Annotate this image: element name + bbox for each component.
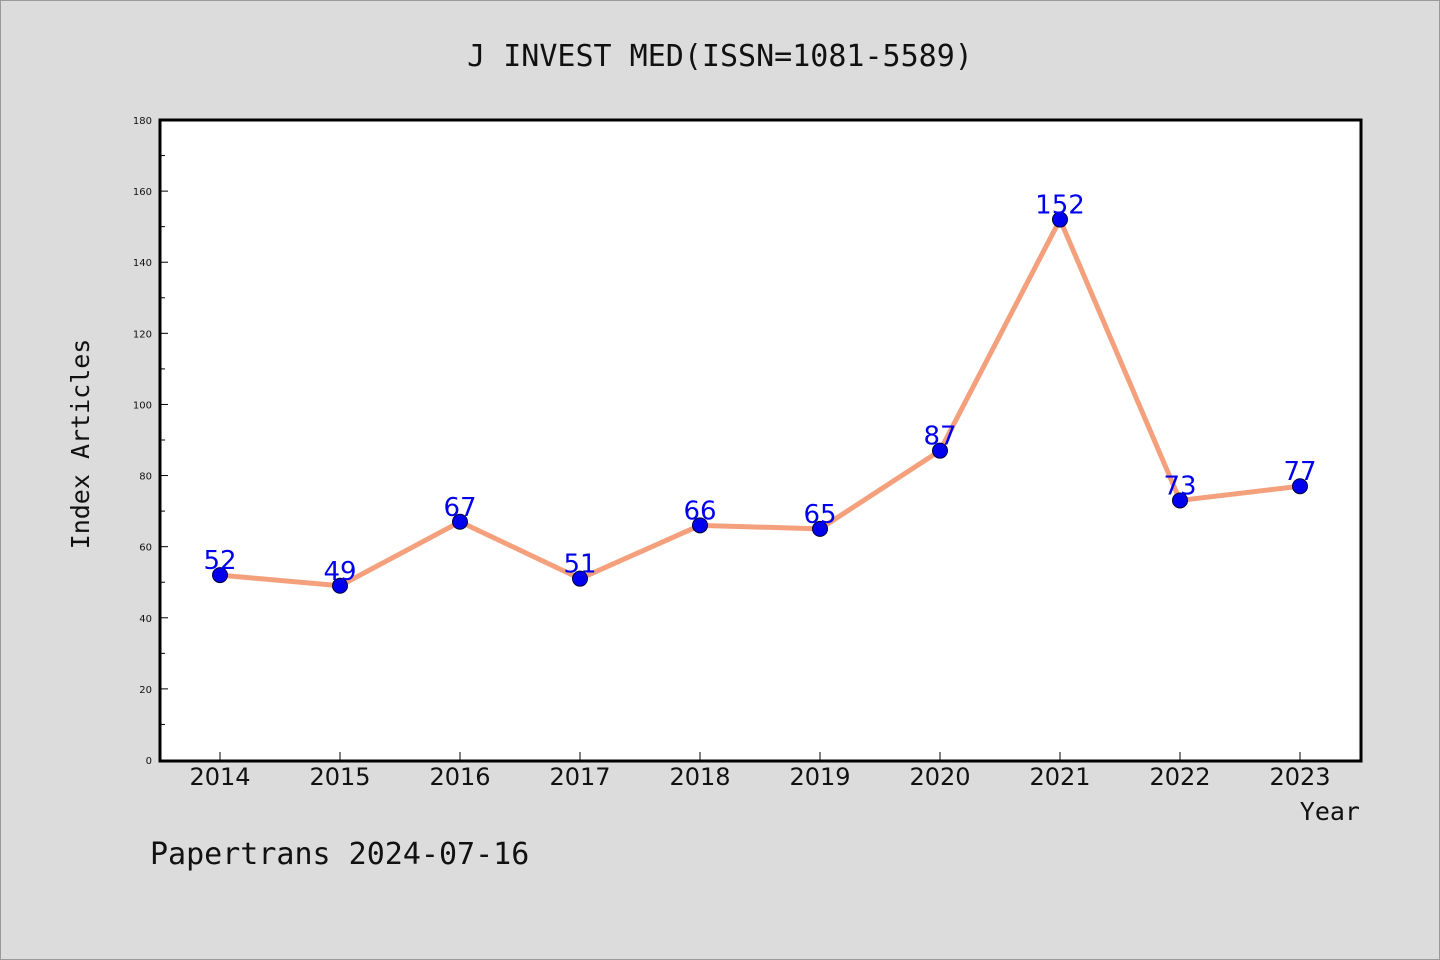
- data-point: [212, 567, 228, 584]
- x-tick-label: 2022: [1149, 763, 1210, 791]
- x-tick-label: 2023: [1269, 763, 1330, 791]
- x-tick-label: 2018: [669, 763, 730, 791]
- data-point: [692, 517, 708, 534]
- data-label: 87: [923, 422, 956, 452]
- data-point: [812, 520, 828, 537]
- data-label: 67: [443, 493, 476, 523]
- data-point: [1172, 492, 1188, 509]
- plot-area: [158, 118, 1363, 763]
- data-point: [452, 513, 468, 530]
- data-label: 49: [323, 557, 356, 587]
- x-tick-label: 2016: [429, 763, 490, 791]
- y-tick-label: 160: [133, 187, 152, 198]
- x-tick-label: 2020: [909, 763, 970, 791]
- x-axis-title: Year: [1300, 797, 1360, 826]
- x-tick-label: 2019: [789, 763, 850, 791]
- data-point: [332, 577, 348, 594]
- data-label: 73: [1163, 471, 1196, 501]
- series-line: [217, 217, 1303, 589]
- x-axis: 2014 2015 2016 2017 2018 2019 2020 2021 2022 2023: [189, 752, 1331, 791]
- data-point: [1052, 211, 1068, 228]
- y-tick-label: 0: [146, 756, 152, 767]
- data-point: [932, 442, 948, 459]
- x-tick-label: 2017: [549, 763, 610, 791]
- y-tick-label: 140: [133, 258, 152, 269]
- data-point: [1292, 478, 1308, 495]
- x-tick-label: 2015: [309, 763, 370, 791]
- data-label: 52: [203, 546, 236, 576]
- x-tick-label: 2014: [189, 763, 250, 791]
- data-label: 66: [683, 496, 716, 526]
- y-axis: 0 20 40 60 80 100 120 140 160 180: [133, 116, 168, 767]
- footer-credit: Papertrans 2024-07-16: [150, 837, 529, 872]
- y-axis-title: Index Articles: [66, 339, 95, 550]
- y-tick-label: 180: [133, 116, 152, 127]
- data-label: 51: [563, 550, 596, 580]
- chart-title: J INVEST MED(ISSN=1081-5589): [467, 39, 973, 74]
- data-labels: 52 49 67 51 66 65 87 152 73 77: [203, 191, 1316, 587]
- y-tick-label: 60: [139, 543, 152, 554]
- y-tick-label: 20: [139, 685, 152, 696]
- y-tick-label: 80: [139, 472, 152, 483]
- series-layer: [212, 211, 1308, 594]
- data-label: 77: [1283, 457, 1316, 487]
- y-tick-label: 40: [139, 614, 152, 625]
- data-label: 65: [803, 500, 836, 530]
- x-tick-label: 2021: [1029, 763, 1090, 791]
- data-point: [572, 570, 588, 587]
- data-label: 152: [1035, 191, 1085, 221]
- y-tick-label: 120: [133, 329, 152, 340]
- y-tick-label: 100: [133, 400, 152, 411]
